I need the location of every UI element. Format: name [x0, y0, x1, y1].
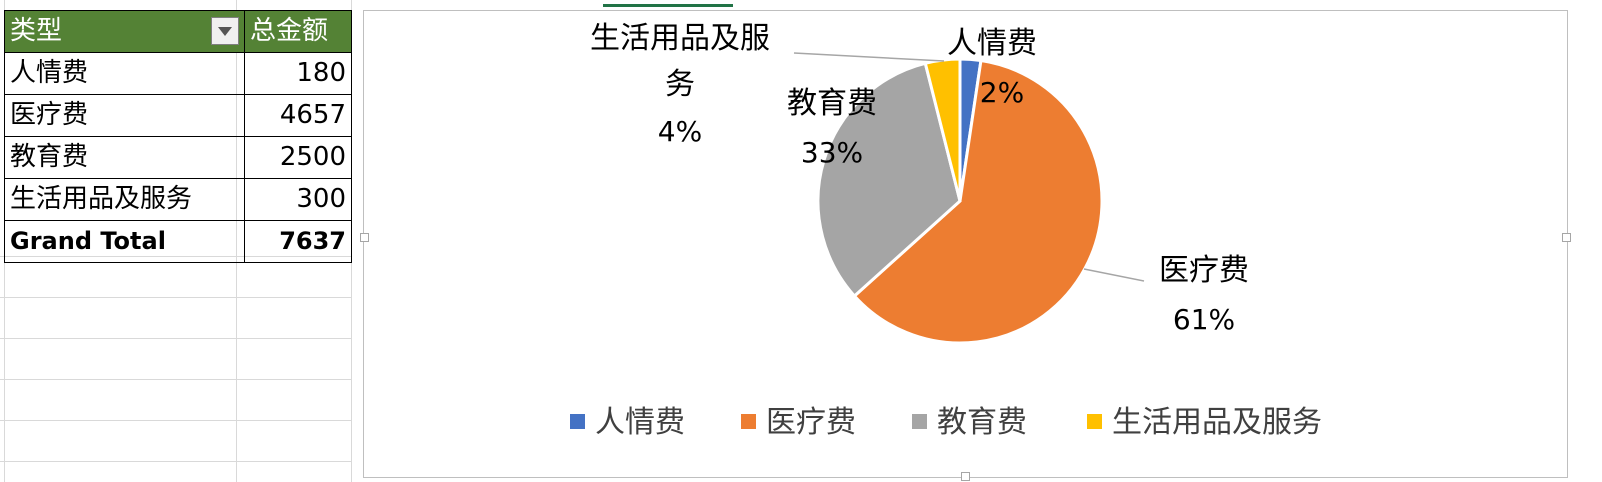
pie-slices: [816, 57, 1104, 345]
total-header-cell[interactable]: 总金额: [244, 10, 352, 53]
resize-handle-left[interactable]: [360, 233, 369, 242]
legend-swatch: [1087, 414, 1102, 429]
legend-swatch: [570, 414, 585, 429]
grid-line: [0, 338, 352, 339]
pie-slice-3[interactable]: [816, 61, 962, 299]
data-label-name: 务: [665, 67, 695, 102]
data-label-percent: 61%: [1173, 303, 1235, 336]
chart-legend[interactable]: 人情费 医疗费 教育费 生活用品及服务: [570, 405, 1322, 440]
pie-chart-area[interactable]: 人情费 2% 医疗费 61% 教育费 33% 生活用品及服 务 4% 人情费 医…: [360, 10, 1571, 481]
pivot-header-row: 类型 总金额: [4, 10, 352, 53]
table-row: 人情费 180: [4, 52, 352, 95]
row-label-cell[interactable]: 生活用品及服务: [4, 178, 245, 221]
resize-handle-bottom[interactable]: [961, 472, 970, 481]
pie-slice-4[interactable]: [923, 57, 962, 202]
filter-dropdown-icon[interactable]: [211, 17, 239, 45]
table-row: 医疗费 4657: [4, 94, 352, 137]
row-label-cell[interactable]: 医疗费: [4, 94, 245, 137]
row-value-cell[interactable]: 300: [244, 178, 352, 221]
grid-line: [0, 297, 352, 298]
data-label-percent: 4%: [658, 115, 702, 148]
grid-line: [0, 379, 352, 380]
data-label-name: 人情费: [947, 26, 1037, 61]
row-value-cell[interactable]: 2500: [244, 136, 352, 179]
data-label-name: 教育费: [787, 86, 877, 121]
row-value-cell[interactable]: 4657: [244, 94, 352, 137]
grid-line: [0, 420, 352, 421]
pie-chart: 人情费 2% 医疗费 61% 教育费 33% 生活用品及服 务 4% 人情费 医…: [570, 21, 1322, 440]
data-label-name: 医疗费: [1159, 253, 1249, 288]
pivot-table: 类型 总金额 人情费 180 医疗费 4657 教育费 2500 生活用品及服务…: [4, 10, 352, 263]
grid-line: [351, 0, 352, 482]
leader-line: [793, 52, 945, 62]
table-row: 教育费 2500: [4, 136, 352, 179]
grand-total-label[interactable]: Grand Total: [4, 220, 245, 263]
legend-swatch: [912, 414, 927, 429]
data-label-percent: 2%: [980, 76, 1024, 109]
type-header-label: 类型: [10, 16, 63, 46]
row-label-cell[interactable]: 人情费: [4, 52, 245, 95]
legend-item[interactable]: 人情费: [595, 405, 685, 440]
resize-handle-right[interactable]: [1562, 233, 1571, 242]
legend-item[interactable]: 教育费: [937, 405, 1027, 440]
leader-line: [1083, 268, 1145, 282]
data-label-percent: 33%: [801, 136, 863, 169]
row-label-cell[interactable]: 教育费: [4, 136, 245, 179]
grand-total-row: Grand Total 7637: [4, 220, 352, 263]
legend-item[interactable]: 医疗费: [766, 405, 856, 440]
row-value-cell[interactable]: 180: [244, 52, 352, 95]
selected-column-indicator: [603, 4, 733, 7]
table-row: 生活用品及服务 300: [4, 178, 352, 221]
pie-slice-2[interactable]: [852, 58, 1104, 345]
data-label-name: 生活用品及服: [590, 21, 770, 56]
total-header-label: 总金额: [250, 16, 329, 46]
legend-swatch: [741, 414, 756, 429]
type-header-cell[interactable]: 类型: [4, 10, 245, 53]
legend-item[interactable]: 生活用品及服务: [1112, 405, 1322, 440]
grand-total-value[interactable]: 7637: [244, 220, 352, 263]
grid-line: [0, 461, 352, 462]
